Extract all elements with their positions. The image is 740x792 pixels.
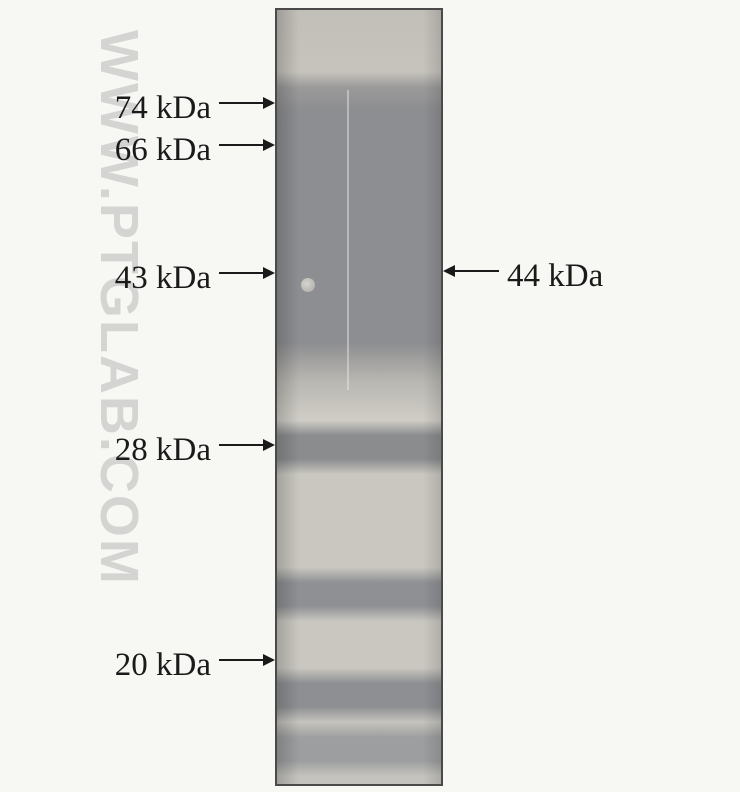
marker-label: 66 kDa xyxy=(115,134,211,167)
marker-label: 74 kDa xyxy=(115,92,211,125)
lane-divider xyxy=(347,90,349,390)
marker-label: 28 kDa xyxy=(115,434,211,467)
lane-bubble xyxy=(301,278,315,292)
lane-left-shade xyxy=(277,10,299,784)
arrow-right-icon xyxy=(219,650,275,682)
left-marker: 20 kDa xyxy=(115,649,275,682)
marker-label: 43 kDa xyxy=(115,262,211,295)
figure-container: WWW.PTGLAB.COM 74 kDa66 kDa43 kDa28 kDa2… xyxy=(0,0,740,792)
arrow-right-icon xyxy=(219,263,275,295)
lane-overlay xyxy=(277,10,441,784)
left-marker: 43 kDa xyxy=(115,262,275,295)
left-marker: 74 kDa xyxy=(115,92,275,125)
right-marker: 44 kDa xyxy=(443,260,603,293)
marker-label: 20 kDa xyxy=(115,649,211,682)
arrow-right-icon xyxy=(219,93,275,125)
left-marker: 66 kDa xyxy=(115,134,275,167)
gel-lane xyxy=(275,8,443,786)
arrow-right-icon xyxy=(219,435,275,467)
arrow-right-icon xyxy=(219,135,275,167)
marker-label: 44 kDa xyxy=(507,260,603,293)
arrow-left-icon xyxy=(443,261,499,293)
lane-right-shade xyxy=(423,10,441,784)
left-marker: 28 kDa xyxy=(115,434,275,467)
